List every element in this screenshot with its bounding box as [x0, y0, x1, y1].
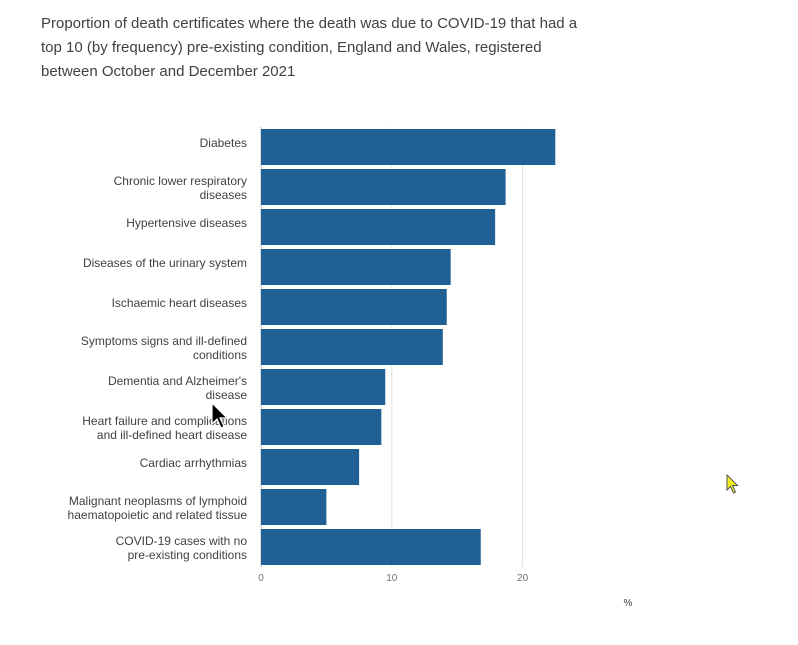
bar[interactable]: [261, 529, 481, 565]
bar[interactable]: [261, 169, 506, 205]
bar[interactable]: [261, 449, 360, 485]
bar[interactable]: [261, 209, 496, 245]
highlight-pointer-icon: [726, 474, 739, 494]
chart-title-line-3: between October and December 2021: [41, 63, 296, 80]
category-label: Ischaemic heart diseases: [112, 296, 247, 310]
chart-title-line-1: Proportion of death certificates where t…: [41, 15, 578, 32]
mouse-pointer-icon: [211, 402, 229, 429]
x-tick-label: 10: [386, 573, 398, 584]
category-label: Diabetes: [200, 136, 247, 150]
category-label: Symptoms signs and ill-defined conditions: [81, 334, 247, 362]
bar[interactable]: [261, 249, 451, 285]
bars: [261, 129, 556, 565]
chart-title: Proportion of death certificates where t…: [41, 12, 621, 84]
x-axis-ticks: 0 10 20: [258, 573, 528, 584]
category-label: COVID-19 cases with no pre-existing condi…: [116, 534, 248, 562]
bar[interactable]: [261, 289, 447, 325]
bar[interactable]: [261, 369, 386, 405]
bar[interactable]: [261, 489, 327, 525]
bar[interactable]: [261, 329, 443, 365]
category-label: Cardiac arrhythmias: [140, 456, 247, 470]
category-labels: Diabetes Chronic lower respiratory disease…: [68, 136, 248, 562]
category-label: Malignant neoplasms of lymphoid haematopo…: [68, 494, 248, 522]
category-label: Hypertensive diseases: [126, 216, 247, 230]
x-tick-label: 20: [517, 573, 529, 584]
bar[interactable]: [261, 129, 556, 165]
category-label: Chronic lower respiratory diseases: [114, 174, 247, 202]
bar[interactable]: [261, 409, 382, 445]
x-axis-unit-label: %: [624, 598, 633, 609]
x-tick-label: 0: [258, 573, 264, 584]
chart-title-line-2: top 10 (by frequency) pre-existing condi…: [41, 39, 542, 56]
category-label: Heart failure and complications and ill-d…: [82, 414, 247, 442]
category-label: Dementia and Alzheimer's disease: [108, 374, 247, 402]
category-label: Diseases of the urinary system: [83, 256, 247, 270]
